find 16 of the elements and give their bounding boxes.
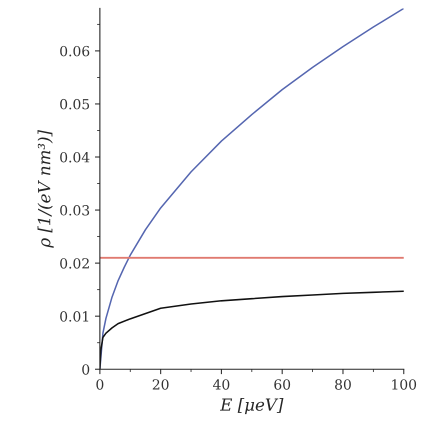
- y-tick-label: 0.06: [60, 46, 90, 56]
- x-axis-title: E [μeV]: [220, 398, 284, 414]
- line-series: [100, 8, 404, 370]
- y-tick-label: 0: [82, 364, 90, 375]
- y-tick-label: 0.05: [60, 98, 90, 110]
- y-tick-label: 0.03: [60, 205, 90, 216]
- x-tick-label: 40: [213, 379, 230, 390]
- x-tick-label: 20: [152, 379, 169, 390]
- y-tick-label: 0.04: [60, 152, 90, 162]
- y-tick-label: 0.02: [60, 258, 89, 269]
- y-axis-title: ρ [1/(eV nm³)]: [38, 130, 54, 248]
- x-tick-label: 0: [96, 379, 104, 390]
- x-tick-label: 100: [392, 379, 416, 390]
- x-tick-label: 60: [274, 379, 290, 390]
- y-tick-label: 0.01: [60, 311, 88, 322]
- x-tick-label: 80: [335, 379, 351, 390]
